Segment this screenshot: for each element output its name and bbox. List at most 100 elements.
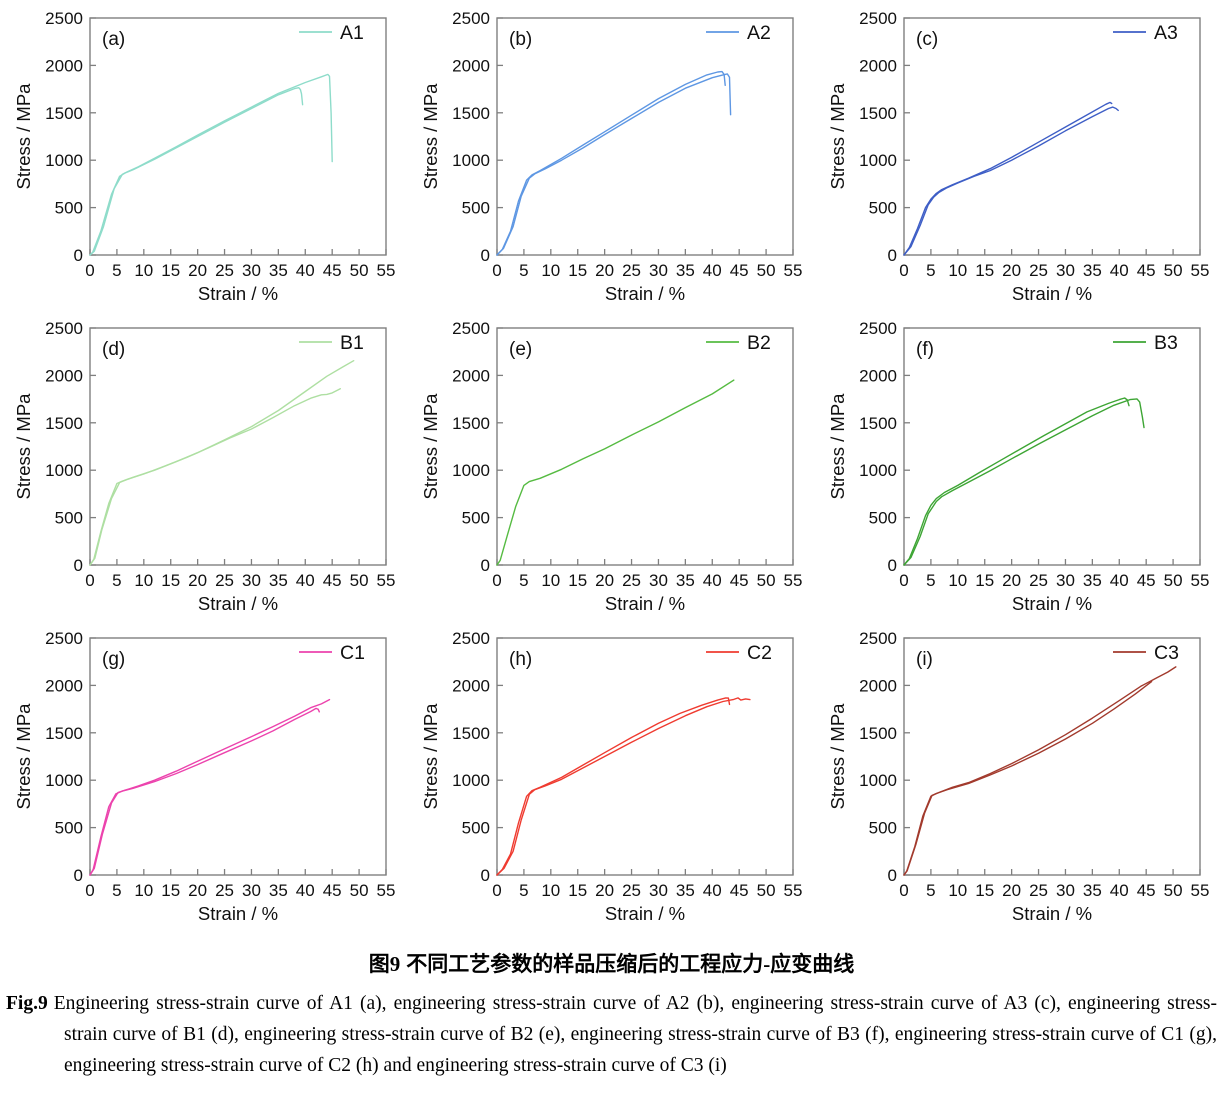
y-tick-label: 1500 — [45, 724, 83, 743]
x-tick-label: 25 — [215, 881, 234, 900]
chart-B2: 0 5 10 15 20 25 30 35 40 45 50 55050010001500200025… — [420, 319, 803, 614]
x-tick-label: 20 — [1002, 261, 1021, 280]
x-tick-label: 55 — [377, 261, 396, 280]
legend-label: B1 — [340, 332, 364, 354]
curve-A1 — [89, 86, 304, 256]
subplot-c: 0 5 10 15 20 25 30 35 40 45 50 55 0 500 1000 1500 2000 25… — [814, 0, 1223, 310]
x-tick-label: 30 — [1056, 571, 1075, 590]
panel-label: (e) — [509, 339, 532, 360]
x-axis-title: Strain / % — [605, 903, 685, 924]
x-tick-label: 30 — [242, 881, 261, 900]
y-tick-label: 500 — [55, 509, 83, 528]
y-tick-label: 1000 — [859, 151, 897, 170]
x-tick-label: 45 — [323, 571, 342, 590]
x-tick-label: 15 — [568, 571, 587, 590]
x-tick-label: 45 — [323, 261, 342, 280]
y-tick-label: 500 — [55, 819, 83, 838]
y-tick-label: 1500 — [45, 414, 83, 433]
x-tick-label: 45 — [1137, 881, 1156, 900]
y-tick-label: 1000 — [452, 771, 490, 790]
x-tick-label: 35 — [269, 571, 288, 590]
x-tick-label: 5 — [926, 571, 935, 590]
y-tick-label: 500 — [462, 509, 490, 528]
legend-label: A1 — [340, 22, 364, 44]
caption-chinese: 图9 不同工艺参数的样品压缩后的工程应力-应变曲线 — [0, 948, 1223, 978]
x-tick-label: 55 — [1191, 261, 1210, 280]
x-tick-label: 0 — [85, 261, 94, 280]
curve-B1 — [89, 360, 355, 566]
y-tick-label: 2000 — [45, 676, 83, 695]
y-tick-label: 0 — [481, 246, 490, 265]
curve-B2 — [496, 379, 735, 566]
chart-C2: 0 5 10 15 20 25 30 35 40 45 50 55050010001500200025… — [420, 629, 803, 924]
x-tick-label: 40 — [296, 261, 315, 280]
x-tick-label: 5 — [926, 261, 935, 280]
x-tick-label: 45 — [1137, 261, 1156, 280]
y-tick-label: 2500 — [45, 9, 83, 28]
x-tick-label: 55 — [377, 571, 396, 590]
x-axis-title: Strain / % — [198, 593, 278, 614]
x-tick-label: 10 — [541, 881, 560, 900]
y-tick-label: 1000 — [859, 461, 897, 480]
x-tick-label: 15 — [975, 881, 994, 900]
plot-frame — [89, 637, 387, 876]
x-tick-label: 15 — [568, 261, 587, 280]
x-tick-label: 40 — [1110, 261, 1129, 280]
y-tick-label: 0 — [888, 246, 897, 265]
x-tick-label: 50 — [350, 261, 369, 280]
x-tick-label: 5 — [112, 571, 121, 590]
x-tick-label: 10 — [134, 261, 153, 280]
curve-C2 — [496, 697, 751, 876]
y-axis-title: Stress / MPa — [13, 393, 34, 500]
plot-frame — [496, 327, 794, 566]
x-tick-label: 5 — [519, 571, 528, 590]
x-tick-label: 10 — [134, 881, 153, 900]
subplot-d: 0 5 10 15 20 25 30 35 40 45 50 55 0 500 1000 1500 2000 25… — [0, 310, 407, 620]
chart-C1: 0 5 10 15 20 25 30 35 40 45 50 55050010001500200025… — [13, 629, 395, 924]
y-tick-label: 2000 — [45, 56, 83, 75]
legend-label: A3 — [1154, 22, 1178, 44]
panel-label: (f) — [916, 339, 934, 360]
y-tick-label: 2500 — [45, 629, 83, 648]
x-tick-label: 50 — [1164, 881, 1183, 900]
y-tick-label: 500 — [55, 199, 83, 218]
x-tick-label: 5 — [926, 881, 935, 900]
y-tick-label: 1000 — [859, 771, 897, 790]
subplot-g: 0 5 10 15 20 25 30 35 40 45 50 55 0 500 1000 1500 2000 25… — [0, 620, 407, 930]
x-tick-label: 20 — [188, 261, 207, 280]
x-axis-title: Strain / % — [605, 283, 685, 304]
y-tick-label: 1500 — [859, 414, 897, 433]
x-tick-label: 0 — [899, 881, 908, 900]
y-tick-label: 500 — [462, 199, 490, 218]
x-tick-label: 55 — [784, 881, 803, 900]
chart-A3: 0 5 10 15 20 25 30 35 40 45 50 55050010001500200025… — [827, 9, 1210, 304]
x-tick-label: 0 — [85, 571, 94, 590]
x-tick-label: 55 — [784, 571, 803, 590]
x-tick-label: 35 — [676, 261, 695, 280]
x-tick-label: 0 — [85, 881, 94, 900]
x-tick-label: 5 — [112, 261, 121, 280]
panel-label: (g) — [102, 649, 125, 670]
figure-grid: 0 5 10 15 20 25 30 35 40 45 50 55 0 500 1000 1500 2000 25… — [0, 0, 1223, 930]
curve-C1 — [89, 698, 331, 876]
y-tick-label: 1000 — [45, 151, 83, 170]
y-axis-title: Stress / MPa — [827, 703, 848, 810]
y-tick-label: 500 — [869, 509, 897, 528]
x-tick-label: 35 — [1083, 571, 1102, 590]
x-tick-label: 10 — [948, 261, 967, 280]
x-axis-title: Strain / % — [1012, 903, 1092, 924]
y-axis-title: Stress / MPa — [827, 83, 848, 190]
plot-frame — [903, 17, 1201, 256]
x-tick-label: 5 — [112, 881, 121, 900]
y-axis-title: Stress / MPa — [420, 393, 441, 500]
x-axis-title: Strain / % — [605, 593, 685, 614]
legend-label: B3 — [1154, 332, 1178, 354]
x-tick-label: 25 — [1029, 261, 1048, 280]
curve-A2 — [496, 70, 726, 256]
curve-B3 — [903, 398, 1145, 566]
curve-C3 — [903, 680, 1153, 876]
plot-frame — [903, 637, 1201, 876]
x-axis-title: Strain / % — [1012, 593, 1092, 614]
y-tick-label: 1500 — [859, 104, 897, 123]
